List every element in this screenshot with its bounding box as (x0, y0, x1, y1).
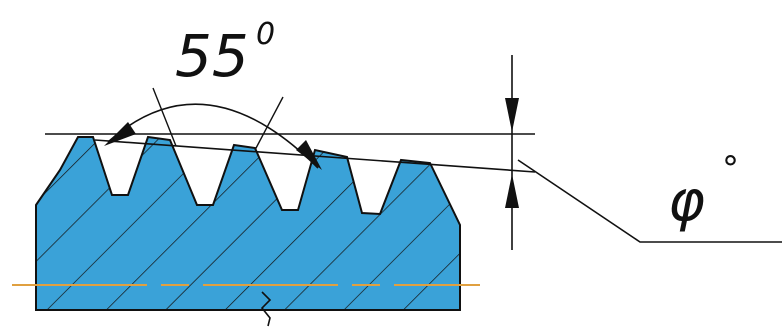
angle-arrowhead-left (104, 122, 136, 146)
angle-extension-right (254, 96, 284, 151)
angle-dimension (104, 87, 322, 170)
angle-arc (107, 103, 319, 169)
angle-degree-label: 0 (256, 17, 275, 52)
angle-value-label: 55 (175, 22, 249, 90)
taper-degree-label: ° (722, 149, 739, 189)
threaded-part (35, 135, 461, 327)
taper-arrowhead-bottom (505, 174, 519, 208)
reference-line-taper (94, 139, 536, 173)
taper-symbol-label: φ (668, 169, 705, 234)
taper-arrowhead-top (505, 98, 519, 132)
threaded-part-hatching (36, 137, 460, 310)
angle-extension-left (152, 87, 177, 147)
taper-dimension (505, 55, 782, 250)
leader-line (517, 159, 782, 243)
angle-arrowhead-right (296, 140, 322, 170)
break-mark (260, 291, 272, 327)
